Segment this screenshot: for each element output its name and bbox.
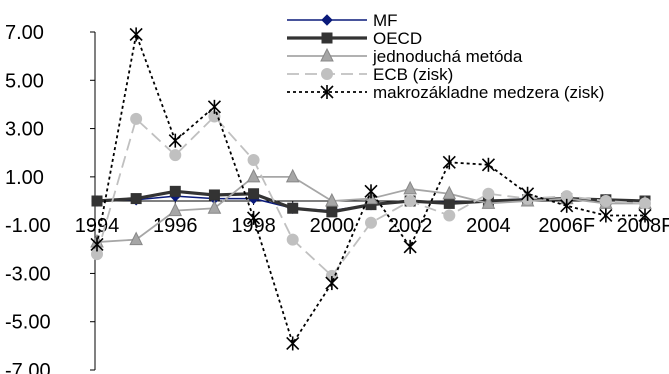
data-point-series-2 [285,168,300,183]
legend-marker-2 [320,47,334,62]
data-point-series-4 [286,336,300,351]
data-point-series-3 [365,216,377,229]
data-point-series-4 [364,184,378,199]
data-point-series-4 [247,210,261,225]
x-tick-label: 2000 [310,215,355,237]
data-point-series-4 [599,208,613,223]
y-tick-label: 5.00 [5,70,44,92]
data-point-series-1 [287,202,299,214]
data-point-series-4 [638,208,652,223]
data-point-series-2 [207,200,222,214]
data-point-series-2 [325,192,339,207]
data-point-series-3 [639,197,651,210]
x-tick-label: 1996 [153,215,198,237]
x-tick-label: 2008F [617,215,669,237]
data-point-series-2 [442,185,457,200]
x-tick-label: 1998 [231,215,276,237]
legend-label-1: OECD [373,29,422,48]
legend-marker-0 [321,14,333,26]
data-point-series-4 [403,239,417,254]
data-point-series-1 [208,189,220,201]
data-point-series-4 [560,198,574,213]
x-tick-label: 1994 [75,215,120,237]
y-tick-label: 7.00 [5,22,44,44]
data-point-series-1 [248,188,260,200]
data-point-series-4 [325,276,339,291]
y-tick-label: -7.00 [5,360,51,374]
data-point-series-3 [130,112,143,125]
data-point-series-4 [521,186,535,201]
data-point-series-4 [442,155,456,170]
legend-marker-4 [320,85,334,99]
data-point-series-1 [169,185,181,197]
x-tick-label: 2006F [538,215,595,237]
legend-label-4: makrozákladne medzera (zisk) [373,83,604,102]
data-point-series-4 [481,157,495,172]
data-point-series-1 [326,206,338,218]
y-tick-label: 1.00 [5,167,44,189]
data-point-series-3 [443,209,456,222]
data-point-series-4 [168,133,182,148]
data-point-series-2 [129,231,143,246]
data-point-series-3 [247,153,260,166]
legend-marker-3 [321,68,333,80]
data-point-series-2 [481,195,496,209]
legend-label-0: MF [373,11,398,30]
y-tick-label: -1.00 [5,215,51,237]
data-point-series-1 [443,197,455,209]
data-point-series-1 [91,195,103,207]
data-point-series-1 [130,193,142,205]
data-point-series-3 [169,149,182,162]
data-point-series-2 [403,180,417,195]
data-point-series-3 [482,187,495,200]
legend-marker-1 [321,32,333,44]
data-point-series-3 [286,233,299,246]
data-point-series-2 [168,202,183,217]
data-point-series-4 [90,237,104,252]
y-tick-label: 3.00 [5,119,44,141]
data-point-series-4 [207,99,221,114]
legend-label-3: ECB (zisk) [373,65,453,84]
x-tick-label: 2004 [466,215,511,237]
y-tick-label: -3.00 [5,263,51,285]
data-point-series-3 [404,195,417,207]
data-point-series-2 [246,168,261,183]
legend-label-2: jednoduchá metóda [372,47,523,66]
data-point-series-3 [599,195,612,207]
y-tick-label: -5.00 [5,312,51,334]
data-point-series-4 [129,27,143,42]
